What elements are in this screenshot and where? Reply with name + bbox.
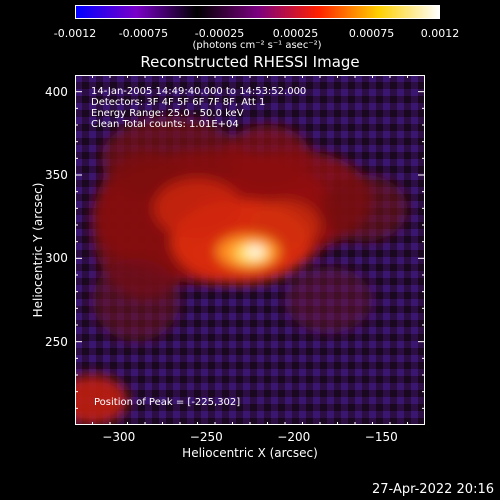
- colorbar-tick-label: 0.00025: [272, 27, 319, 40]
- info-line-3: Energy Range: 25.0 - 50.0 keV: [91, 108, 244, 119]
- y-tick-label: 300: [45, 251, 68, 266]
- colorbar-tick-label: -0.0012: [53, 27, 97, 40]
- colorbar-tick-label: 0.0012: [420, 27, 460, 40]
- colorbar: [75, 5, 440, 19]
- x-tick-label: −250: [189, 430, 223, 444]
- heatmap: [75, 75, 425, 425]
- emission-blob: [92, 258, 180, 342]
- emission-blob: [285, 266, 373, 334]
- emission-blob: [320, 175, 408, 242]
- y-tick-label: 400: [45, 84, 68, 99]
- info-line-1: 14-Jan-2005 14:49:40.000 to 14:53:52.000: [91, 86, 307, 97]
- colorbar-tick-label: -0.00075: [118, 27, 169, 40]
- x-axis-label: Heliocentric X (arcsec): [182, 446, 318, 460]
- y-tick-label: 250: [45, 334, 68, 349]
- y-tick-label: 350: [45, 168, 68, 182]
- timestamp: 27-Apr-2022 20:16: [372, 482, 494, 497]
- emission-blob: [250, 200, 320, 250]
- plot-area: 14-Jan-2005 14:49:40.000 to 14:53:52.000…: [75, 75, 425, 425]
- info-line-2: Detectors: 3F 4F 5F 6F 7F 8F, Att 1: [91, 97, 266, 108]
- colorbar-tick-label: -0.00025: [194, 27, 245, 40]
- colorbar-gradient: [76, 6, 439, 18]
- colorbar-tick-label: 0.00075: [348, 27, 395, 40]
- colorbar-units: (photons cm⁻² s⁻¹ asec⁻²): [192, 40, 322, 51]
- x-tick-label: −300: [102, 430, 136, 444]
- y-axis-label: Heliocentric Y (arcsec): [31, 182, 45, 318]
- x-tick-label: −200: [277, 430, 311, 444]
- emission-blob: [246, 246, 264, 257]
- chart-title: Reconstructed RHESSI Image: [140, 53, 360, 71]
- x-tick-label: −150: [364, 430, 398, 444]
- emission-blob: [223, 125, 312, 192]
- emission-blob: [153, 178, 242, 239]
- peak-label: Position of Peak = [-225,302]: [94, 397, 241, 408]
- info-line-4: Clean Total counts: 1.01E+04: [91, 119, 239, 130]
- emission-blob: [75, 375, 128, 425]
